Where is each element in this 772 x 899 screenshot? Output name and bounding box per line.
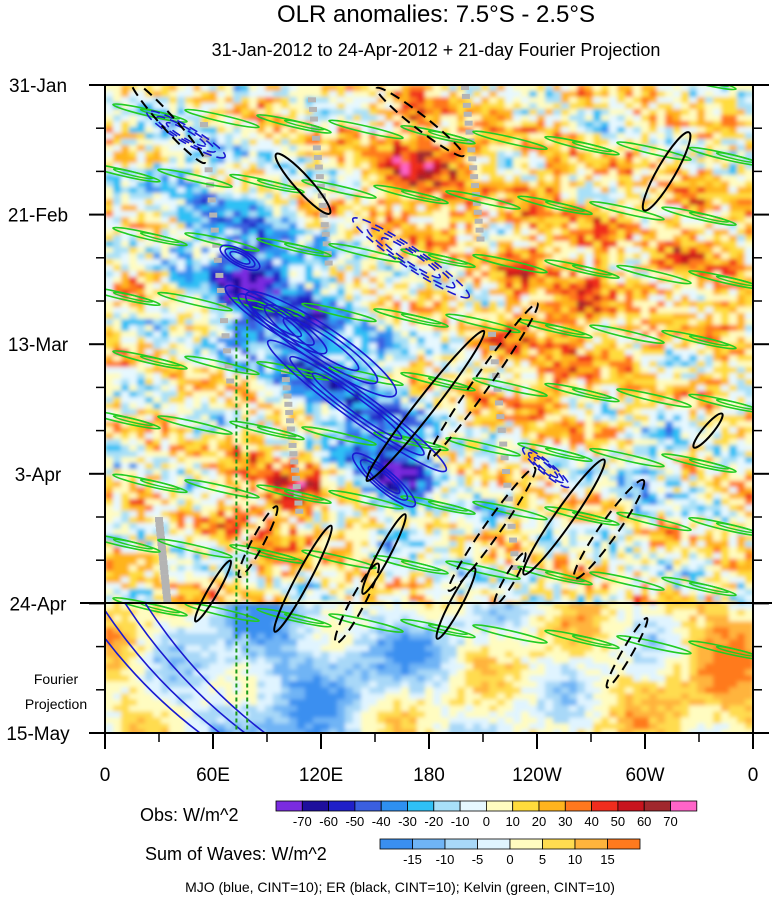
colorbar-swatch: [301, 800, 329, 812]
colorbar-tick-label: -10: [436, 852, 455, 867]
er-contours: [129, 85, 724, 689]
colorbar-tick-label: -60: [319, 814, 338, 829]
colorbar-swatch: [459, 800, 487, 812]
waves-colorbar-label: Sum of Waves: W/m^2: [145, 844, 327, 864]
projection-heatmap: [105, 603, 753, 733]
colorbar-swatch: [354, 800, 382, 812]
colorbar-tick-label: 50: [611, 814, 625, 829]
x-axis: 0 60E 120E 180 120W 60W 0: [100, 733, 759, 786]
x-tick-label: 120E: [299, 765, 343, 786]
colorbar-swatch: [617, 800, 645, 812]
y-axis: 31-Jan 21-Feb 13-Mar 3-Apr 24-Apr 15-May: [6, 76, 769, 745]
colorbar-tick-label: 40: [584, 814, 598, 829]
colorbar-tick-label: 20: [532, 814, 546, 829]
colorbar-swatch: [433, 800, 461, 812]
footer-legend: MJO (blue, CINT=10); ER (black, CINT=10)…: [185, 879, 615, 895]
projection-label-line2: Projection: [25, 696, 87, 712]
colorbar-tick-label: 10: [568, 852, 582, 867]
x-tick-label: 0: [748, 765, 759, 786]
plot-area: [105, 85, 753, 733]
missing-data-streaks: [155, 85, 520, 604]
colorbar-swatch: [328, 800, 356, 812]
colorbar-tick-label: -10: [451, 814, 470, 829]
y-tick-label: 13-Mar: [8, 335, 69, 356]
kelvin-contours: [105, 85, 753, 661]
colorbar-tick-label: 15: [600, 852, 614, 867]
chart-title: OLR anomalies: 7.5°S - 2.5°S: [277, 1, 595, 28]
y-tick-label: 15-May: [6, 724, 70, 745]
colorbar-tick-label: 0: [506, 852, 513, 867]
colorbar-swatch: [412, 838, 446, 850]
colorbar-swatch: [485, 800, 514, 812]
projection-label-line1: Fourier: [34, 671, 79, 687]
colorbar-swatch: [509, 838, 543, 850]
colorbar-tick-label: -5: [472, 852, 484, 867]
colorbar-tick-label: -15: [403, 852, 422, 867]
colorbar-tick-label: 30: [558, 814, 572, 829]
mjo-phase-lines: [235, 319, 249, 733]
colorbar-tick-label: 60: [637, 814, 651, 829]
colorbar-swatch: [670, 800, 698, 812]
obs-colorbar: Obs: W/m^2 -70 -60 -50 -40 -30 -20 -10 0 10 20 30 4…: [140, 800, 698, 829]
waves-colorbar: Sum of Waves: W/m^2 -15 -10 -5 0 5 10 15: [145, 838, 641, 867]
colorbar-swatch: [542, 838, 576, 850]
x-tick-label: 60E: [196, 765, 230, 786]
colorbar-swatch: [643, 800, 671, 812]
colorbar-tick-label: -70: [293, 814, 312, 829]
obs-heatmap: [105, 85, 753, 608]
y-tick-label: 21-Feb: [8, 206, 68, 227]
y-tick-label: 31-Jan: [9, 76, 67, 97]
colorbar-tick-label: -50: [346, 814, 365, 829]
colorbar-tick-label: 70: [663, 814, 677, 829]
colorbar-swatch: [380, 800, 408, 812]
colorbar-swatch: [407, 800, 435, 812]
colorbar-swatch: [591, 800, 619, 812]
colorbar-tick-label: -20: [424, 814, 443, 829]
colorbar-swatch: [379, 838, 413, 850]
colorbar-swatch: [512, 800, 540, 812]
chart-subtitle: 31-Jan-2012 to 24-Apr-2012 + 21-day Four…: [212, 40, 661, 60]
colorbar-tick-label: -30: [398, 814, 417, 829]
y-tick-label: 24-Apr: [9, 594, 67, 615]
colorbar-swatch: [477, 838, 511, 850]
colorbar-swatch: [574, 838, 608, 850]
obs-colorbar-label: Obs: W/m^2: [140, 805, 238, 825]
colorbar-tick-label: 10: [505, 814, 519, 829]
colorbar-tick-label: 0: [483, 814, 490, 829]
colorbar-swatch: [564, 800, 592, 812]
colorbar-swatch: [538, 800, 566, 812]
colorbar-tick-label: 5: [539, 852, 546, 867]
x-tick-label: 180: [413, 765, 445, 786]
y-tick-label: 3-Apr: [15, 465, 62, 486]
x-tick-label: 60W: [625, 765, 664, 786]
colorbar-swatch: [444, 838, 478, 850]
mjo-contours: [105, 110, 571, 733]
x-tick-label: 120W: [512, 765, 562, 786]
x-tick-label: 0: [100, 765, 111, 786]
colorbar-swatch: [275, 800, 303, 812]
colorbar-tick-label: -40: [372, 814, 391, 829]
colorbar-swatch: [607, 838, 641, 850]
